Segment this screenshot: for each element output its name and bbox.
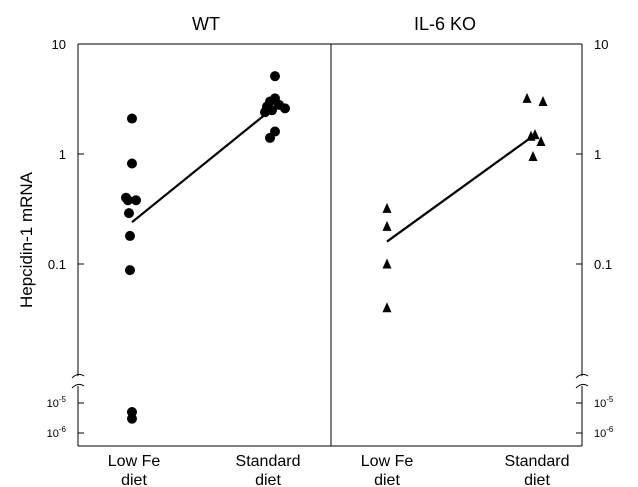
y-tick-label: 10 [594,37,608,52]
axes-frame [71,43,589,447]
x-label-ko-standard: Standard [505,453,570,470]
y-tick-label: 0.1 [594,257,612,272]
il6ko-data-points [382,92,548,313]
data-point-triangle [522,92,532,103]
panel-title-il6ko: IL-6 KO [414,14,476,34]
data-point-circle [125,265,135,276]
y-tick-label: 1 [594,147,601,162]
break-tick-label-1e-6: 10-6 [594,425,614,440]
data-point-circle [280,103,290,114]
y-axis-label: Hepcidin-1 mRNA [17,171,36,308]
data-point-circle [260,107,270,118]
break-tick-base: 10 [47,398,59,410]
x-label-wt-standard-diet: diet [255,472,281,487]
break-tick-exp: -5 [606,395,614,404]
data-point-circle [124,208,134,219]
panel-title-wt: WT [192,14,220,34]
data-point-circle [265,132,275,143]
data-point-circle [127,413,137,424]
data-point-triangle [382,220,392,231]
break-tick-base: 10 [47,428,59,440]
break-tick-exp: -5 [59,395,67,404]
y-tick-label: 1 [59,147,66,162]
break-tick-exp: -6 [59,425,67,434]
y-tick-label: 10 [52,37,66,52]
break-tick-labels-left: 10-5 10-6 [47,395,67,440]
data-point-circle [127,158,137,169]
x-label-wt-low-fe-diet: diet [121,472,147,487]
x-label-ko-low-fe: Low Fe [361,453,414,470]
y-axis-ticks-left: 10 1 0.1 [48,37,84,434]
data-point-triangle [536,135,546,146]
data-point-triangle [382,202,392,213]
x-category-labels: Low Fe diet Standard diet Low Fe diet St… [108,453,570,487]
x-label-ko-standard-diet: diet [524,472,550,487]
y-tick-label: 0.1 [48,257,66,272]
trend-lines [131,105,536,243]
data-point-circle [270,71,280,82]
data-point-circle [131,195,141,206]
x-label-ko-low-fe-diet: diet [374,472,400,487]
x-label-wt-low-fe: Low Fe [108,453,161,470]
break-tick-label-1e-6: 10-6 [47,425,67,440]
data-point-triangle [538,96,548,107]
data-point-triangle [382,302,392,313]
break-tick-base: 10 [594,428,606,440]
break-tick-labels-right: 10-5 10-6 [594,395,614,440]
wt-data-points [121,71,290,424]
trend-line-il6ko [386,133,536,243]
data-point-circle [123,195,133,206]
y-axis-ticks-right: 10 1 0.1 [576,37,612,434]
data-point-triangle [528,150,538,161]
break-tick-label-1e-5: 10-5 [594,395,614,410]
break-tick-base: 10 [594,398,606,410]
data-point-circle [125,230,135,241]
trend-line-wt [131,105,276,224]
data-point-triangle [382,258,392,269]
break-tick-exp: -6 [606,425,614,434]
data-point-circle [127,113,137,124]
x-label-wt-standard: Standard [236,453,301,470]
break-tick-label-1e-5: 10-5 [47,395,67,410]
